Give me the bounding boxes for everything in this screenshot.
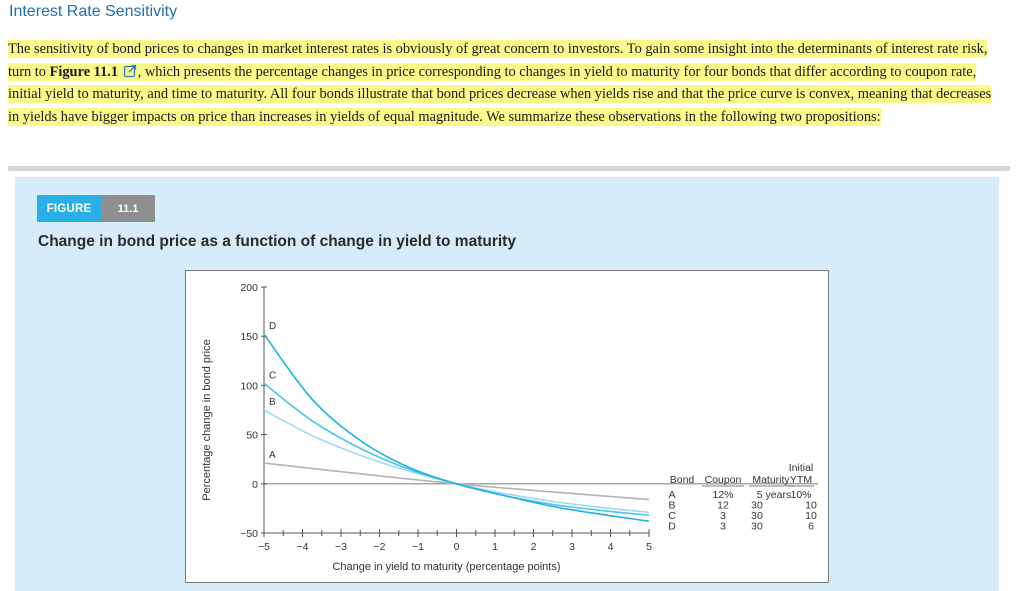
x-axis-label: Change in yield to maturity (percentage … — [332, 561, 560, 573]
figure-top-rule — [8, 166, 1010, 171]
y-tick-label: 0 — [252, 479, 258, 491]
figure-reference-text[interactable]: Figure 11.1 — [49, 63, 119, 80]
legend-coupon: 3 — [720, 521, 726, 533]
x-tick-label: 5 — [646, 541, 652, 553]
x-tick-label: 4 — [608, 541, 614, 553]
series-line-a — [263, 462, 650, 501]
legend-header-maturity: Maturity — [752, 474, 790, 486]
curve-label-a: A — [269, 450, 276, 461]
x-tick-label: 0 — [454, 541, 460, 553]
figure-reference-link[interactable]: Figure 11.1 — [49, 62, 138, 81]
legend-ytm: 10 — [805, 510, 817, 522]
legend-bond-d: D — [668, 521, 676, 533]
section-title: Interest Rate Sensitivity — [9, 3, 178, 20]
legend-coupon: 12% — [712, 489, 733, 501]
legend-ytm: 10% — [790, 489, 811, 501]
series-line-d — [263, 333, 650, 522]
legend-maturity: 30 — [751, 521, 763, 533]
chart-area: 200 150 100 50 0 −50 −5 −4 −3 −2 −1 0 1 2 3 4 5 Change in… — [185, 270, 829, 583]
legend-header-ytm: YTM — [790, 474, 812, 486]
figure-tag: FIGURE — [37, 195, 101, 222]
curve-label-d: D — [269, 321, 276, 332]
legend-header-initial: Initial — [789, 462, 814, 474]
figure-title: Change in bond price as a function of ch… — [38, 233, 516, 250]
y-axis-label: Percentage change in bond price — [201, 339, 213, 500]
legend-ytm: 10 — [805, 500, 817, 512]
legend-bond-b: B — [668, 500, 675, 512]
x-tick-label: −5 — [258, 541, 270, 553]
paragraph-text-2: , which presents the percentage changes … — [8, 62, 992, 126]
x-tick-label: 2 — [531, 541, 537, 553]
y-tick-label: −50 — [240, 528, 258, 540]
y-tick-label: 100 — [240, 380, 258, 392]
x-tick-label: 1 — [492, 541, 498, 553]
x-tick-label: −2 — [374, 541, 386, 553]
x-tick-label: −4 — [297, 541, 309, 553]
figure-number: 11.1 — [101, 195, 155, 222]
x-tick-label: 3 — [569, 541, 575, 553]
legend-bond-a: A — [668, 489, 675, 501]
legend-maturity: 5 years — [757, 489, 791, 501]
legend-coupon: 3 — [720, 510, 726, 522]
legend-maturity: 30 — [751, 500, 763, 512]
legend-header-bond: Bond — [670, 474, 695, 486]
legend-ytm: 6 — [808, 521, 814, 533]
x-tick-label: −3 — [335, 541, 347, 553]
external-link-icon[interactable] — [123, 64, 137, 78]
curve-label-c: C — [269, 370, 276, 381]
legend-header-coupon: Coupon — [705, 474, 742, 486]
legend-bond-c: C — [668, 510, 676, 522]
curve-label-b: B — [269, 397, 276, 408]
figure-panel: FIGURE 11.1 Change in bond price as a fu… — [15, 177, 999, 591]
series-line-b — [263, 409, 650, 514]
y-tick-label: 200 — [240, 282, 258, 294]
legend-coupon: 12 — [717, 500, 729, 512]
legend-maturity: 30 — [751, 510, 763, 522]
x-tick-label: −1 — [412, 541, 424, 553]
body-paragraph: The sensitivity of bond prices to change… — [8, 38, 998, 128]
y-tick-label: 150 — [240, 331, 258, 343]
y-tick-label: 50 — [246, 430, 258, 442]
